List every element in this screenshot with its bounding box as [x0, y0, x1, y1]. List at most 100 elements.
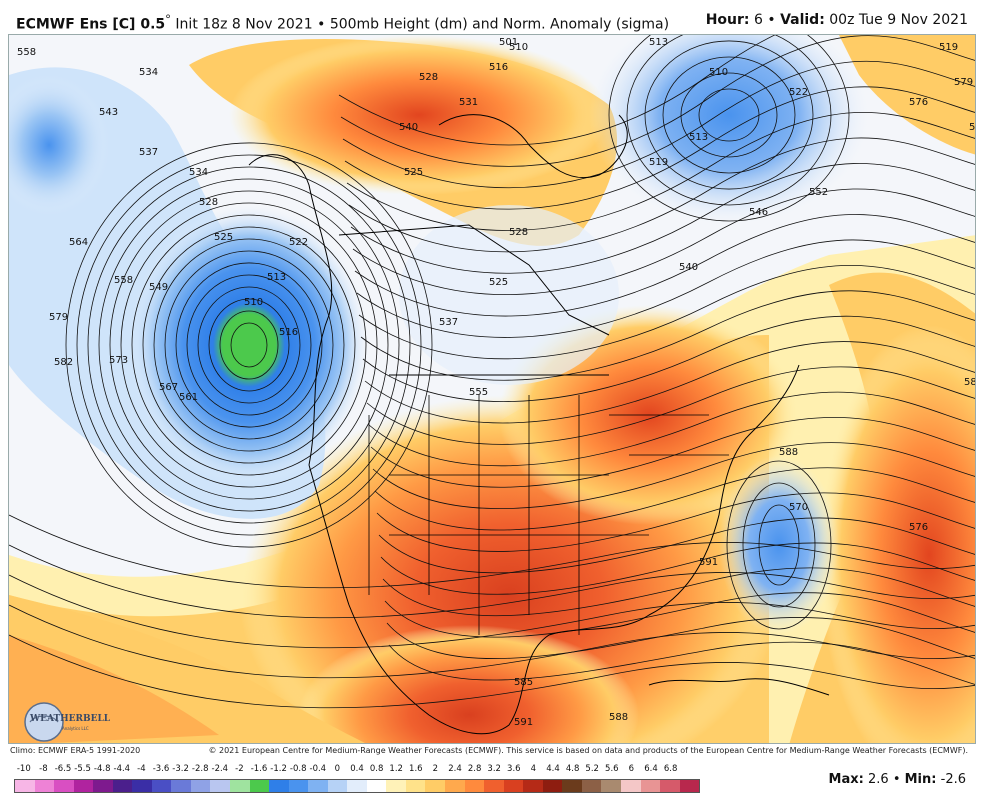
south-east-coastline [308, 364, 800, 735]
contour-label: 576 [909, 522, 928, 533]
contour-label: 513 [649, 37, 668, 48]
colorbar-swatch [640, 780, 661, 792]
colorbar-swatch [386, 780, 406, 792]
max-label: Max: [828, 772, 864, 787]
forecast-map[interactable]: 558 534 543 534 528 525 522 564 558 549 579 582 573 5… [8, 34, 976, 744]
header-bar: ECMWF Ens [C] 0.5° Init 18z 8 Nov 2021 •… [0, 0, 984, 34]
contour-flow [362, 315, 975, 402]
contour-label: 525 [489, 277, 508, 288]
colorbar-swatch [190, 780, 211, 792]
colorbar-label: -2 [235, 764, 244, 774]
colorbar-label: 2.8 [467, 764, 482, 774]
contour-flow [382, 567, 975, 617]
bullet-1: • [317, 16, 326, 33]
colorbar-swatches [14, 779, 700, 793]
contour-label: 585 [514, 677, 533, 688]
contour-label: 513 [267, 272, 286, 283]
contour-pacific-low [87, 166, 411, 524]
colorbar-swatch [425, 780, 446, 792]
colorbar-label: -1.6 [250, 764, 268, 774]
contour-label: 588 [609, 712, 628, 723]
contour-subtropical [9, 544, 975, 619]
contour-label: 555 [469, 387, 488, 398]
anomaly-arctic-warm-core [229, 35, 609, 195]
contour-label: 549 [149, 282, 168, 293]
colorbar-label: 3.2 [487, 764, 501, 774]
contour-flow [386, 616, 975, 659]
colorbar-label: -2.8 [191, 764, 209, 774]
contour-labels: 558 534 543 534 528 525 522 564 558 549 579 582 573 5… [17, 37, 976, 728]
contour-flow [370, 417, 975, 488]
min-value: -2.6 [940, 772, 966, 787]
cuba-outline [648, 678, 830, 696]
contour-label: 561 [179, 392, 198, 403]
anomaly-greenland-low [589, 35, 869, 225]
contour-flow [346, 112, 975, 231]
colorbar-label: -1.2 [270, 764, 287, 774]
colorbar-swatch [132, 780, 152, 792]
contour-subtropical [9, 604, 975, 679]
contour-greenland-low [680, 72, 778, 158]
colorbar-label: 3.6 [507, 764, 521, 774]
colorbar-swatch [73, 780, 94, 792]
colorbar-label: -10 [16, 764, 31, 774]
colorbar-label: -4 [137, 764, 146, 774]
contour-greenland-low [644, 40, 814, 190]
contour-pacific-low [98, 178, 400, 512]
contour-flow [372, 442, 975, 509]
colorbar-label: 5.2 [585, 764, 599, 774]
colorbar-swatch [366, 780, 387, 792]
colorbar-swatch [601, 780, 621, 792]
contour-label: 570 [969, 122, 976, 133]
climo-note: Climo: ECMWF ERA-5 1991-2020 [10, 746, 141, 755]
contour-label: 591 [514, 717, 533, 728]
contour-greenland-low [698, 88, 760, 142]
contour-label: 552 [809, 187, 828, 198]
colorbar-label: 6.8 [663, 764, 678, 774]
colorbar-label: -4.4 [113, 764, 131, 774]
colorbar-label: 0.4 [350, 764, 364, 774]
contour-pacific-low [186, 274, 312, 416]
contour-label: 528 [419, 72, 438, 83]
boundaries [248, 114, 830, 735]
contour-flow [364, 341, 975, 424]
colorbar-swatch [523, 780, 543, 792]
hour-label: Hour: [705, 12, 750, 28]
contour-pacific-low [164, 250, 334, 440]
colorbar-swatch [151, 780, 172, 792]
colorbar-swatch [15, 780, 35, 792]
anomaly-colorbar: -10 -8 -6.5 -5.5 -4.8 -4.4 -4 -3.6 -3.2 -2.8 -2.4-… [14, 764, 704, 800]
colorbar-swatch [308, 780, 328, 792]
contour-label: 540 [679, 262, 698, 273]
contour-label: 579 [954, 77, 973, 88]
colorbar-swatch [93, 780, 113, 792]
arctic-islands [438, 114, 628, 179]
colorbar-label: -3.2 [172, 764, 189, 774]
contour-label: 543 [99, 107, 118, 118]
contour-pacific-low [175, 262, 323, 428]
contour-label: 579 [49, 312, 68, 323]
contour-pacific-low [153, 238, 345, 452]
contour-pacific-low [76, 154, 422, 536]
map-canvas: 558 534 543 534 528 525 522 564 558 549 579 582 573 5… [9, 35, 976, 743]
colorbar-swatch [230, 780, 250, 792]
degree-symbol: ° [165, 12, 171, 26]
contour-label: 516 [489, 62, 508, 73]
state-lines [368, 395, 729, 635]
colorbar-swatch [347, 780, 367, 792]
colorbar-labels: -10 -8 -6.5 -5.5 -4.8 -4.4 -4 -3.6 -3.2 -2.8 -2.4-… [14, 764, 704, 777]
contour-subtropical [9, 514, 975, 589]
contour-label: 537 [139, 147, 158, 158]
colorbar-swatch [445, 780, 465, 792]
contour-flow [376, 492, 975, 552]
contour-label: 564 [69, 237, 88, 248]
copyright-note: © 2021 European Centre for Medium-Range … [208, 746, 968, 755]
contour-label: 522 [789, 87, 808, 98]
colorbar-label: -5.5 [74, 764, 91, 774]
colorbar-label: -2.4 [211, 764, 229, 774]
colorbar-label: 4.4 [546, 764, 560, 774]
anomaly-ne-corner-warm [839, 35, 975, 155]
contour-subtropical [9, 634, 975, 709]
weatherbell-logo: WEATHERBELL Analytics LLC [22, 700, 110, 748]
colorbar-label: -6.5 [54, 764, 72, 774]
